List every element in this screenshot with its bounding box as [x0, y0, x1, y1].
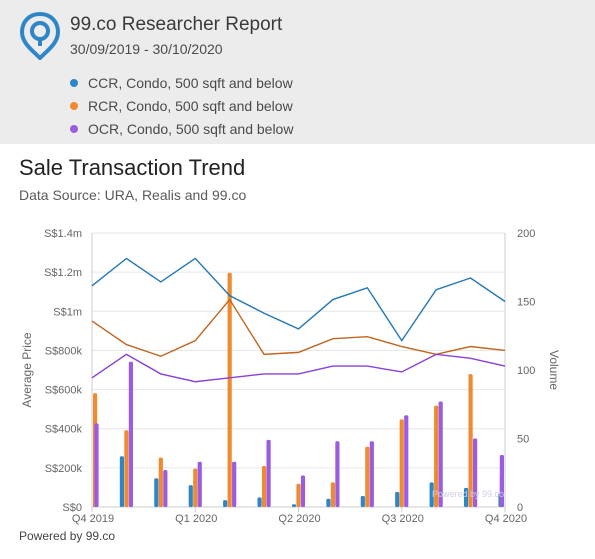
y2-axis-title: Volume: [547, 350, 561, 390]
y2-tick-label: 150: [517, 297, 535, 309]
y-tick-label: S$200k: [45, 463, 83, 475]
legend-label-rcr: RCR, Condo, 500 sqft and below: [88, 97, 293, 114]
legend: CCR, Condo, 500 sqft and below RCR, Cond…: [70, 71, 293, 140]
chart-source: Data Source: URA, Realis and 99.co: [19, 187, 247, 203]
price-line-ocr: [91, 353, 506, 383]
y2-tick-label: 200: [517, 228, 535, 240]
legend-label-ccr: CCR, Condo, 500 sqft and below: [88, 74, 293, 91]
volume-bar-rcr: [261, 465, 267, 507]
legend-item-ccr[interactable]: CCR, Condo, 500 sqft and below: [70, 71, 293, 94]
price-line-rcr: [91, 298, 506, 358]
y-tick-label: S$0: [62, 502, 82, 514]
watermark: Powered by 99.co: [432, 489, 504, 499]
date-range: 30/09/2019 - 30/10/2020: [70, 41, 223, 57]
legend-dot-ocr: [70, 124, 78, 133]
y-axis-title: Average Price: [20, 332, 34, 407]
x-tick-label: Q4 2020: [485, 513, 527, 525]
volume-bar-ccr: [154, 478, 159, 507]
x-tick-label: Q1 2020: [175, 513, 217, 525]
volume-bar-rcr: [296, 483, 301, 507]
volume-bar-ccr: [223, 500, 228, 507]
volume-bar-rcr: [330, 482, 336, 507]
volume-bar-ccr: [326, 498, 331, 507]
volume-bar-ccr: [291, 504, 297, 507]
x-tick-label: Q4 2019: [72, 513, 114, 525]
volume-bar-ocr: [197, 461, 202, 507]
x-tick-label: Q2 2020: [278, 513, 320, 525]
powered-by: Powered by 99.co: [19, 529, 116, 543]
volume-bar-rcr: [193, 468, 198, 507]
volume-bar-rcr: [434, 405, 439, 507]
map-pin-logo-icon: [20, 12, 60, 60]
volume-bar-ocr: [369, 441, 374, 507]
volume-bar-ccr: [463, 487, 469, 507]
volume-bar-ccr: [257, 497, 262, 507]
legend-item-rcr[interactable]: RCR, Condo, 500 sqft and below: [70, 94, 293, 117]
report-title: 99.co Researcher Report: [70, 14, 283, 35]
volume-bar-rcr: [158, 457, 163, 507]
volume-bar-ccr: [395, 491, 400, 507]
y2-tick-label: 50: [517, 434, 529, 446]
y2-tick-label: 0: [517, 502, 523, 514]
volume-bar-ocr: [472, 438, 478, 507]
volume-bar-ocr: [404, 415, 409, 507]
y-tick-label: S$1.4m: [44, 228, 82, 240]
y-tick-label: S$400k: [45, 424, 83, 436]
volume-bar-ocr: [438, 401, 443, 507]
volume-bar-ccr: [119, 456, 125, 507]
volume-bar-ocr: [300, 475, 306, 507]
report-header: 99.co Researcher Report 30/09/2019 - 30/…: [0, 0, 595, 144]
volume-bar-rcr: [124, 430, 129, 507]
volume-bar-ocr: [499, 454, 504, 507]
price-line-ccr: [91, 257, 506, 342]
volume-bar-ocr: [266, 439, 271, 507]
legend-label-ocr: OCR, Condo, 500 sqft and below: [88, 120, 294, 137]
volume-bar-ccr: [429, 482, 434, 507]
y-tick-label: S$1m: [53, 306, 82, 318]
volume-bar-ocr: [232, 461, 237, 507]
chart-title: Sale Transaction Trend: [19, 155, 246, 180]
legend-item-ocr[interactable]: OCR, Condo, 500 sqft and below: [70, 117, 293, 140]
y-tick-label: S$1.2m: [44, 267, 82, 279]
volume-bar-ocr: [335, 441, 340, 507]
volume-bar-rcr: [227, 272, 232, 507]
volume-bar-ccr: [360, 496, 365, 507]
volume-bar-rcr: [399, 419, 404, 507]
legend-dot-rcr: [70, 101, 78, 110]
volume-bar-ocr: [128, 361, 134, 507]
volume-bar-ocr: [94, 423, 99, 507]
legend-dot-ccr: [70, 78, 78, 87]
x-tick-label: Q3 2020: [382, 513, 424, 525]
volume-bar-rcr: [468, 374, 473, 507]
y2-tick-label: 100: [517, 365, 535, 377]
y-tick-label: S$800k: [45, 345, 83, 357]
volume-bar-ocr: [163, 470, 168, 507]
volume-bar-rcr: [365, 446, 370, 507]
y-tick-label: S$600k: [45, 385, 83, 397]
volume-bar-ccr: [188, 485, 193, 507]
